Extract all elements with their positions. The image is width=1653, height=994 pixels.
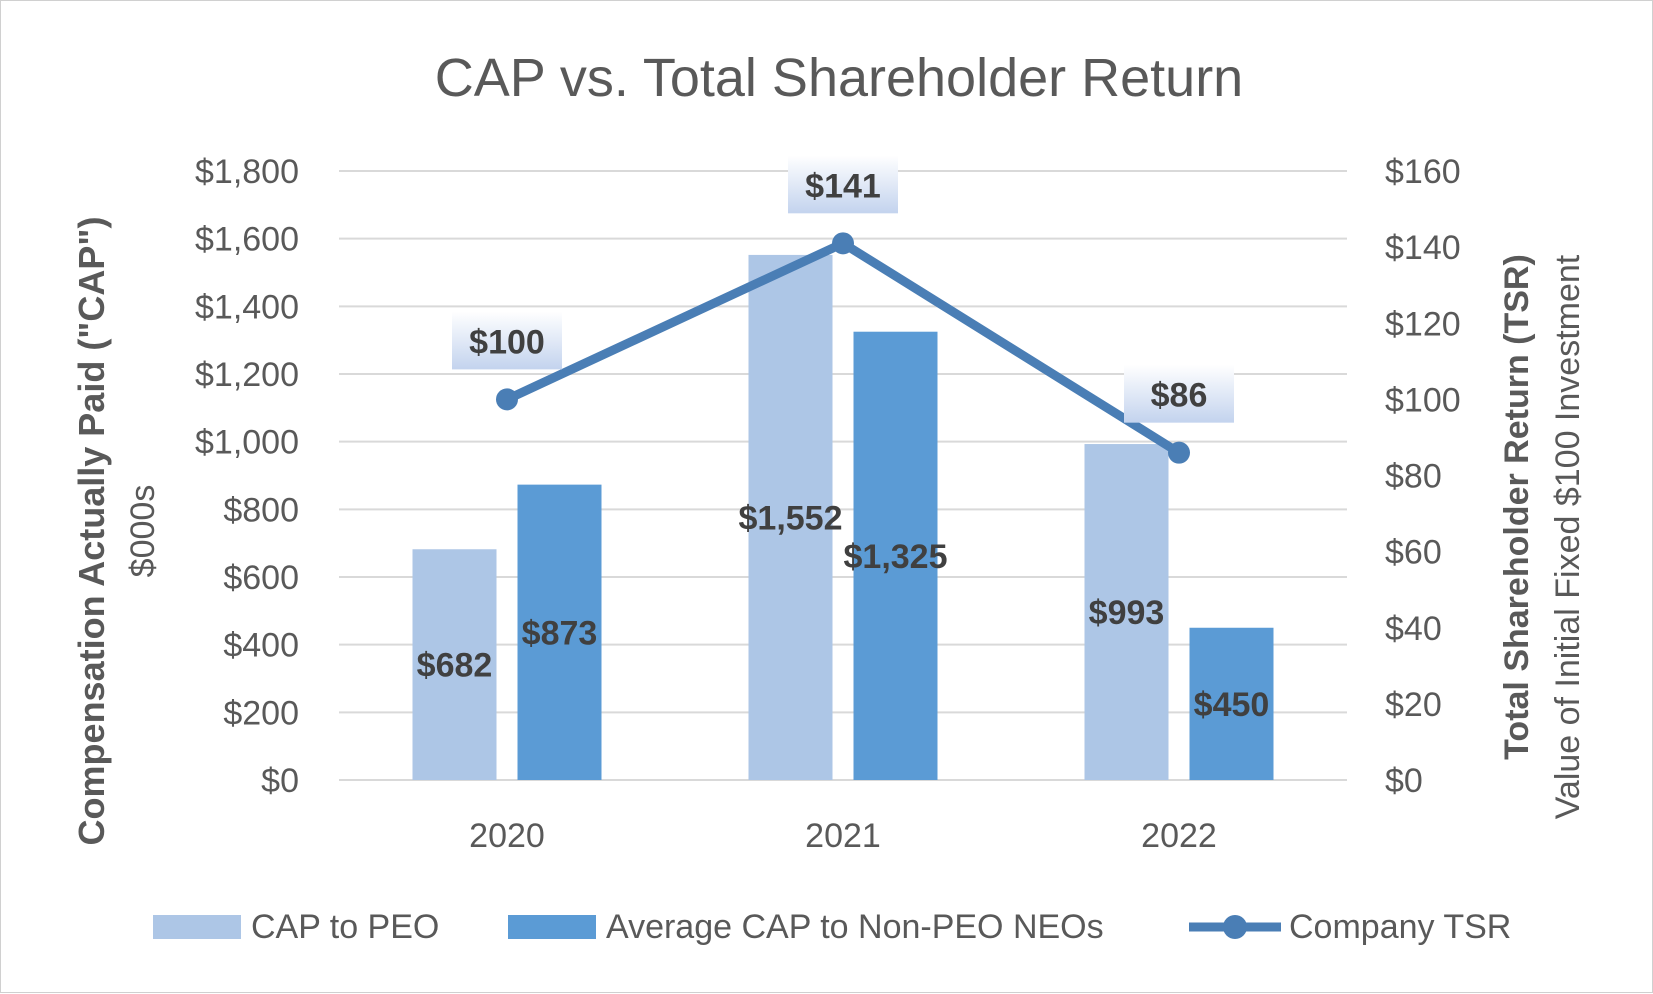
tsr-label-box [452, 311, 562, 370]
bar-data-label: $450 [1194, 686, 1270, 724]
legend-label-company-tsr: Company TSR [1289, 908, 1511, 946]
tsr-point-2020 [496, 388, 518, 411]
tsr-line: $100 $141 $86 [452, 155, 1234, 464]
x-axis-ticks: 2020 2021 2022 [469, 817, 1217, 855]
tsr-label-box [1124, 364, 1234, 423]
left-axis-tick-label: $1,000 [195, 424, 299, 462]
right-axis-tick-label: $160 [1385, 153, 1461, 191]
x-axis-tick-label: 2022 [1141, 817, 1217, 855]
legend: CAP to PEO Average CAP to Non-PEO NEOs C… [153, 908, 1511, 946]
right-axis-tick-label: $40 [1385, 610, 1442, 648]
left-axis-tick-label: $1,400 [195, 288, 299, 326]
legend-label-cap-to-peo: CAP to PEO [251, 908, 439, 946]
right-axis-tick-label: $60 [1385, 534, 1442, 572]
tsr-line-path [505, 238, 1182, 457]
left-axis-tick-label: $200 [223, 694, 299, 732]
right-axis-sublabel: Value of Initial Fixed $100 Investment [1549, 254, 1587, 819]
tsr-label-box [788, 155, 898, 214]
left-axis-tick-label: $1,600 [195, 221, 299, 259]
right-axis-tick-label: $100 [1385, 381, 1461, 419]
right-axis-ticks: $0 $20 $40 $60 $80 $100 $120 $140 $160 [1385, 153, 1461, 800]
right-axis-label: Total Shareholder Return (TSR) [1498, 254, 1536, 760]
right-axis-tick-label: $120 [1385, 305, 1461, 343]
bar-cap-to-peo-2021 [748, 254, 833, 780]
bar-data-label: $993 [1089, 594, 1165, 632]
bar-avg-cap-non-peo-2022 [1189, 627, 1274, 780]
tsr-point-2021 [832, 232, 854, 255]
left-axis-label: Compensation Actually Paid ("CAP") [71, 217, 112, 846]
left-axis-tick-label: $800 [223, 491, 299, 529]
x-axis-tick-label: 2020 [469, 817, 545, 855]
tsr-data-label: $86 [1151, 377, 1208, 415]
left-axis-tick-label: $600 [223, 559, 299, 597]
left-axis-tick-label: $1,800 [195, 153, 299, 191]
bar-data-labels: $682 $1,552 $993 $873 $1,325 $450 [417, 499, 1270, 723]
left-axis-tick-label: $1,200 [195, 356, 299, 394]
right-axis-tick-label: $20 [1385, 686, 1442, 724]
bars [412, 254, 1274, 780]
legend-marker-company-tsr [1223, 915, 1247, 939]
tsr-data-label: $100 [469, 323, 545, 361]
bar-data-label: $1,325 [844, 538, 948, 576]
right-axis-tick-label: $0 [1385, 762, 1423, 800]
left-axis-tick-label: $400 [223, 627, 299, 665]
left-axis-tick-label: $0 [261, 762, 299, 800]
chart-title: CAP vs. Total Shareholder Return [435, 48, 1243, 108]
left-axis-sublabel: $000s [124, 485, 162, 578]
legend-swatch-avg-cap [508, 915, 596, 939]
bar-cap-to-peo-2022 [1084, 444, 1169, 780]
legend-swatch-cap-to-peo [153, 915, 241, 939]
x-axis-tick-label: 2021 [805, 817, 881, 855]
legend-label-avg-cap: Average CAP to Non-PEO NEOs [606, 908, 1104, 946]
right-axis-tick-label: $140 [1385, 229, 1461, 267]
bar-cap-to-peo-2020 [412, 549, 497, 780]
bar-data-label: $1,552 [739, 499, 843, 537]
tsr-data-label: $141 [805, 167, 881, 205]
bar-data-label: $873 [522, 614, 598, 652]
bar-avg-cap-non-peo-2021 [853, 331, 938, 780]
tsr-point-2022 [1168, 441, 1190, 464]
left-axis-ticks: $0 $200 $400 $600 $800 $1,000 $1,200 $1,400 $1,6… [195, 153, 299, 800]
bar-avg-cap-non-peo-2020 [517, 484, 602, 780]
right-axis-tick-label: $80 [1385, 458, 1442, 496]
bar-data-label: $682 [417, 647, 493, 685]
